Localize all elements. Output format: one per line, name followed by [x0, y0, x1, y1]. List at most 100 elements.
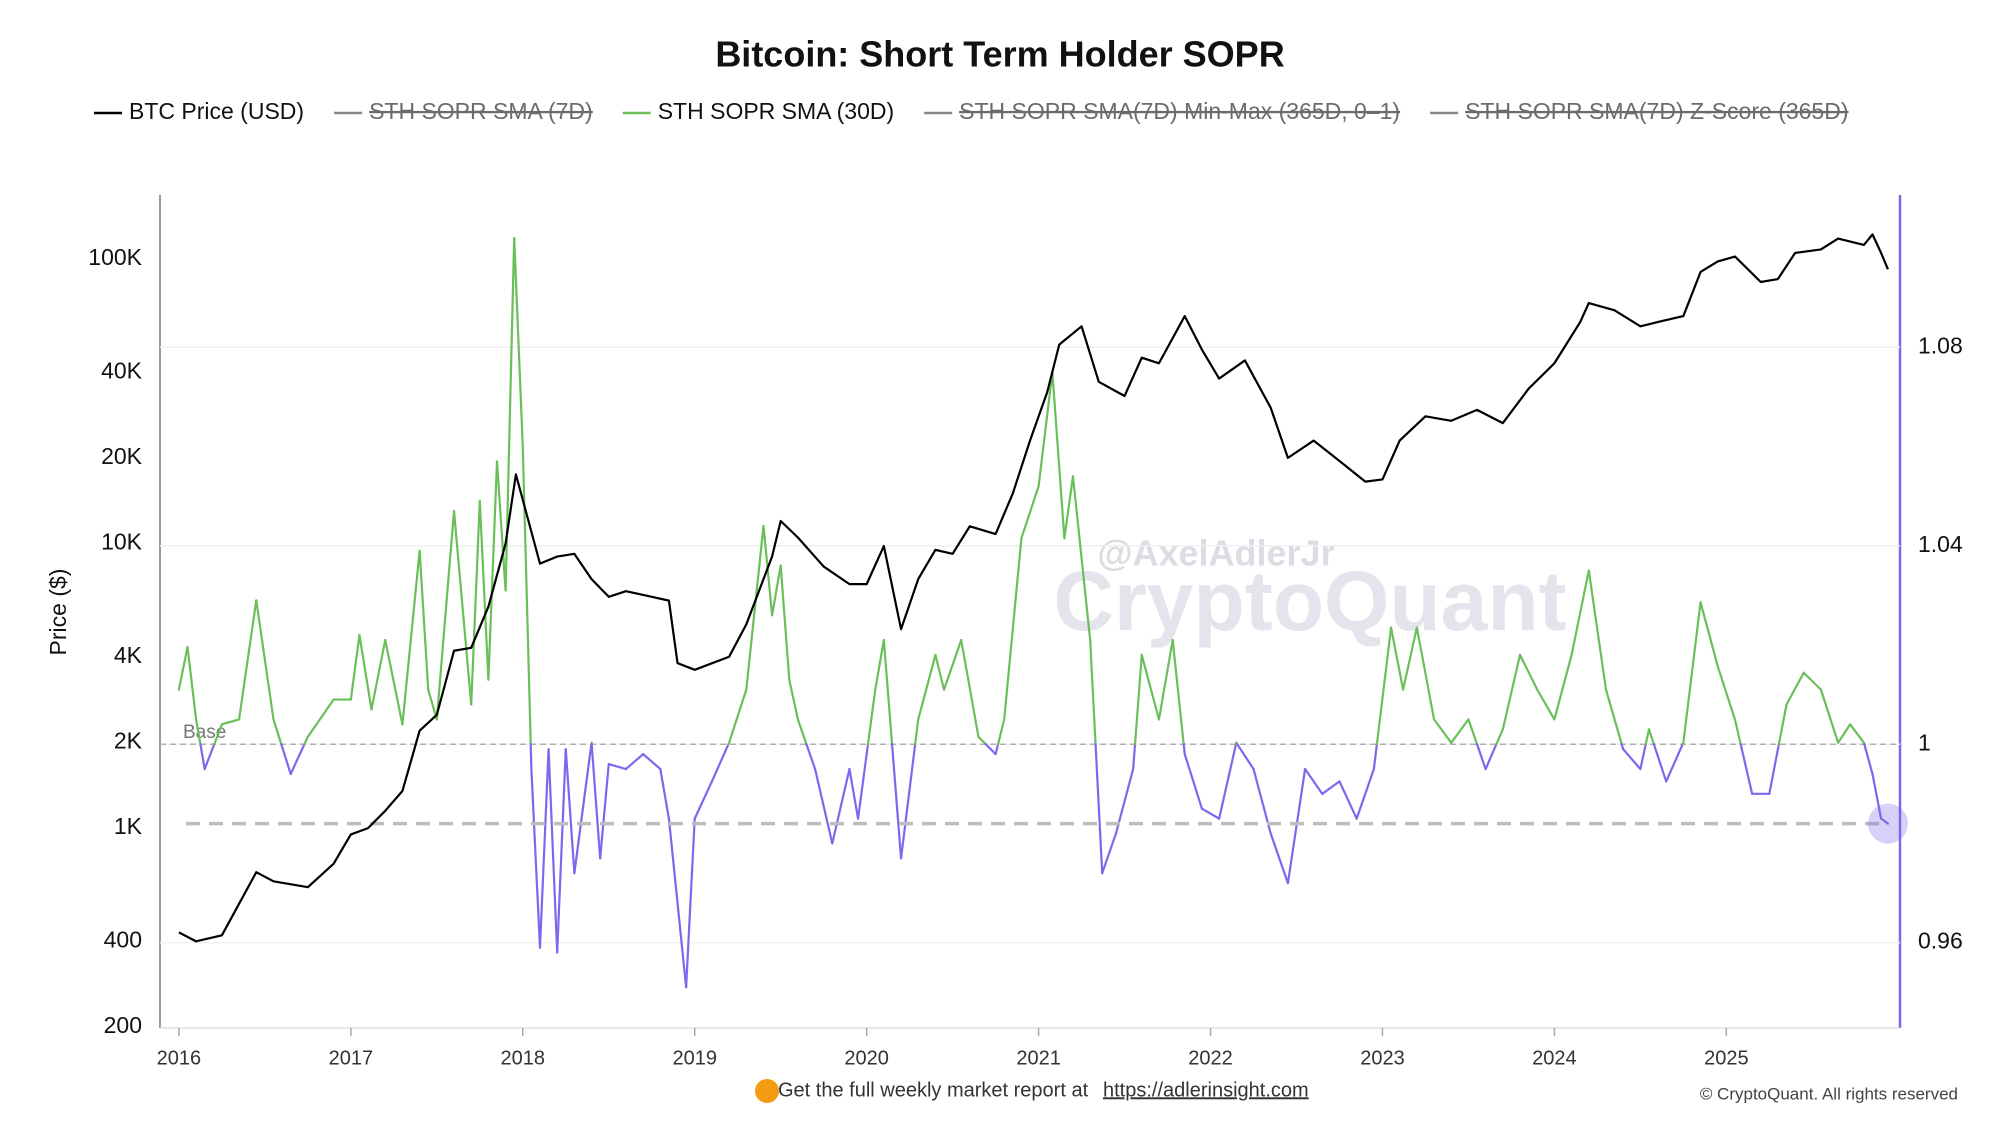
sopr-segment [899, 743, 917, 860]
sopr-segment [1432, 718, 1453, 744]
sopr-segment [1063, 475, 1075, 540]
sopr-segment [1051, 371, 1066, 540]
sopr-segment [1682, 601, 1702, 744]
sopr-segment [1819, 688, 1840, 744]
legend-label[interactable]: STH SOPR SMA (7D) [369, 98, 593, 124]
sopr-segment [513, 237, 524, 448]
legend-label[interactable]: STH SOPR SMA(7D) Z-Score (365D) [1465, 98, 1848, 124]
sopr-segment [1518, 653, 1539, 691]
sopr-segment [1587, 569, 1608, 691]
x-tick-label: 2025 [1704, 1047, 1749, 1069]
price-line [178, 233, 1889, 943]
sopr-segment [667, 817, 688, 989]
sopr-segment [1484, 743, 1498, 771]
sopr-segment [1020, 485, 1040, 540]
sopr-segment [984, 743, 997, 756]
sopr-segment [1647, 728, 1655, 746]
sopr-segment [530, 767, 542, 949]
sopr-segment [1879, 817, 1890, 825]
x-tick-label: 2020 [844, 1047, 889, 1069]
sopr-segment [538, 748, 550, 949]
sopr-segment [1652, 743, 1668, 783]
sopr-segment [914, 718, 920, 746]
sopr-segment [1871, 772, 1883, 820]
sopr-segment [977, 735, 987, 746]
sopr-segment [994, 743, 1000, 756]
footer-text: Get the full weekly market report at [778, 1079, 1089, 1101]
sopr-segment [1553, 653, 1573, 721]
sopr-segment [564, 748, 576, 875]
sopr-segment [1837, 723, 1852, 744]
sopr-segment [813, 767, 834, 845]
sopr-segment [934, 653, 946, 691]
sopr-segment [1665, 743, 1684, 783]
sopr-segment [1415, 626, 1436, 721]
sopr-segment [805, 743, 817, 771]
sopr-segment [856, 743, 870, 820]
sopr-segment [1286, 767, 1307, 885]
sopr-segment [1450, 718, 1470, 744]
x-tick-label: 2018 [501, 1047, 546, 1069]
x-tick-label: 2022 [1188, 1047, 1233, 1069]
sopr-segment [1570, 569, 1590, 657]
sopr-segment [435, 614, 447, 721]
y-tick-label: 2K [114, 728, 143, 754]
sopr-segment [1355, 767, 1375, 820]
sopr-segment [607, 762, 628, 771]
sopr-segment [1768, 743, 1780, 795]
y2-tick-label: 0.96 [1918, 928, 1963, 954]
sopr-segment [1777, 703, 1788, 746]
sopr-segment [1101, 832, 1118, 875]
sopr-segment [289, 743, 306, 776]
sopr-segment [1375, 626, 1393, 746]
sopr-segment [728, 688, 748, 744]
author-watermark: @AxelAdlerJr [1097, 533, 1334, 574]
legend-label[interactable]: BTC Price (USD) [129, 98, 304, 124]
sopr-segment [1785, 671, 1805, 706]
sopr-segment [779, 564, 791, 681]
sopr-segment [890, 743, 903, 860]
sopr-segment [1303, 767, 1324, 795]
sopr-segment [1604, 688, 1623, 746]
legend-label[interactable]: STH SOPR SMA (30D) [658, 98, 894, 124]
sopr-segment [831, 767, 851, 845]
sopr-segment [642, 753, 662, 771]
sopr-segment [960, 638, 980, 738]
sopr-segment [1389, 626, 1405, 691]
y2-tick-label: 1 [1918, 729, 1931, 755]
sopr-segment [1402, 626, 1418, 691]
sopr-segment [848, 767, 860, 820]
sopr-segment [418, 549, 430, 691]
sopr-segment [1200, 807, 1221, 820]
legend-label[interactable]: STH SOPR SMA(7D) Min-Max (365D, 0–1) [959, 98, 1400, 124]
sopr-segment [1338, 780, 1358, 820]
sopr-segment [874, 638, 885, 691]
sopr-segment [573, 743, 593, 875]
x-tick-label: 2017 [329, 1047, 374, 1069]
sopr-segment [195, 718, 202, 746]
sopr-segment [452, 509, 473, 706]
sopr-segment [1089, 638, 1097, 746]
sopr-segment [996, 718, 1006, 746]
sopr-segment [220, 718, 241, 726]
sopr-segment [710, 743, 730, 783]
sopr-segment [547, 748, 559, 954]
sopr-segment [1321, 780, 1341, 795]
sopr-segment [1863, 743, 1874, 776]
y-tick-label: 40K [101, 357, 143, 383]
last-value-marker [1867, 803, 1908, 844]
sopr-segment [1037, 371, 1054, 488]
sopr-segment [1140, 653, 1161, 721]
sopr-segment [770, 564, 782, 617]
sopr-segment [1094, 743, 1104, 875]
y2-tick-label: 1.08 [1918, 332, 1963, 358]
sopr-segment [882, 638, 894, 746]
sopr-segment [401, 549, 421, 726]
sopr-segment [1716, 665, 1737, 721]
y-tick-label: 1K [114, 813, 143, 839]
sopr-segment [1171, 638, 1185, 746]
sopr-segment [203, 743, 216, 771]
sopr-segment [1733, 718, 1742, 746]
footer-link[interactable]: https://adlerinsight.com [1103, 1079, 1309, 1101]
